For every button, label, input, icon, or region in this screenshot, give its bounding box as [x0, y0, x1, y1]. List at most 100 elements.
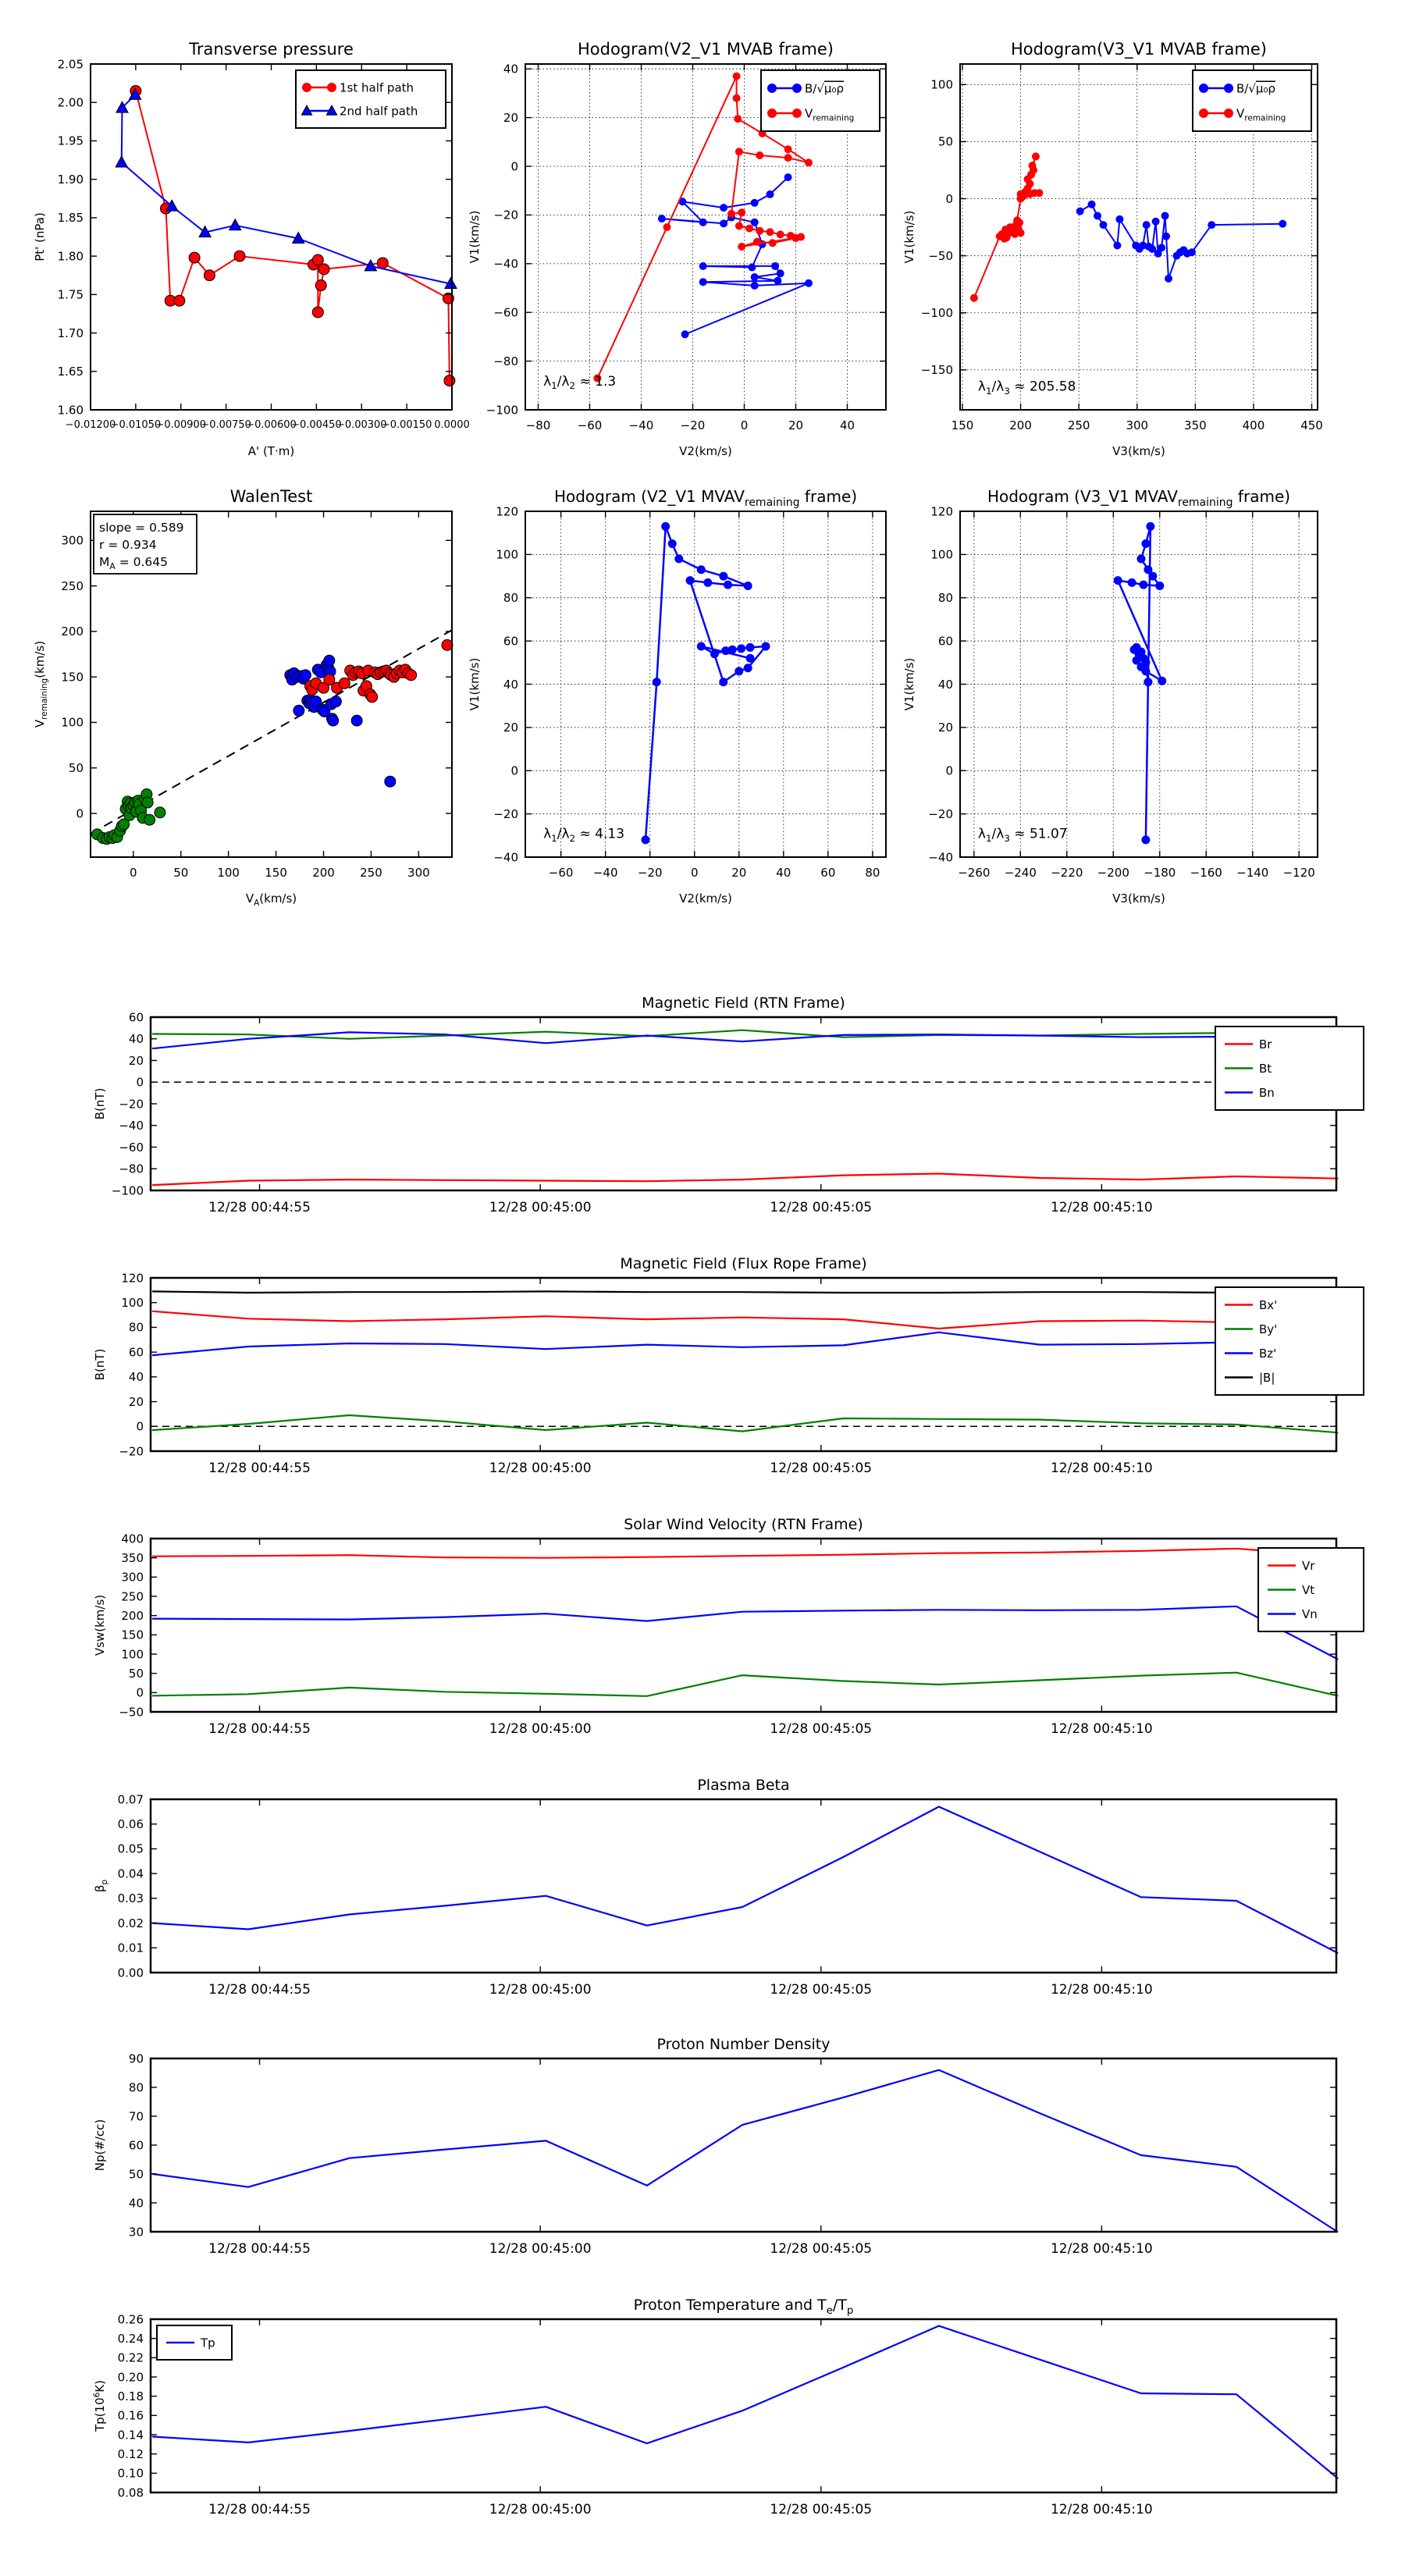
svg-text:−0.00150: −0.00150 — [382, 419, 432, 431]
svg-text:slope = 0.589: slope = 0.589 — [99, 521, 183, 535]
svg-text:150: 150 — [265, 866, 287, 880]
svg-text:Bz': Bz' — [1259, 1347, 1276, 1361]
svg-text:90: 90 — [129, 2051, 144, 2065]
svg-text:350: 350 — [1184, 418, 1207, 432]
svg-text:0.12: 0.12 — [118, 2447, 144, 2461]
svg-text:200: 200 — [312, 866, 335, 880]
svg-text:300: 300 — [407, 866, 430, 880]
svg-text:20: 20 — [731, 866, 746, 880]
svg-text:−0.00450: −0.00450 — [291, 419, 342, 431]
svg-text:400: 400 — [121, 1532, 144, 1546]
svg-text:B/√μ₀ρ: B/√μ₀ρ — [805, 82, 844, 96]
svg-text:−50: −50 — [928, 249, 953, 263]
svg-text:MA = 0.645: MA = 0.645 — [99, 555, 168, 571]
svg-text:βp: βp — [93, 1880, 109, 1893]
svg-text:50: 50 — [129, 1667, 144, 1681]
svg-text:−80: −80 — [493, 354, 518, 368]
svg-text:12/28 00:44:55: 12/28 00:44:55 — [208, 1461, 311, 1476]
svg-text:12/28 00:45:10: 12/28 00:45:10 — [1051, 2241, 1153, 2257]
svg-text:300: 300 — [61, 534, 84, 548]
svg-text:80: 80 — [129, 2080, 144, 2094]
svg-text:−20: −20 — [119, 1097, 144, 1111]
svg-text:20: 20 — [129, 1395, 144, 1409]
svg-text:0.18: 0.18 — [118, 2389, 144, 2403]
svg-text:−100: −100 — [486, 403, 518, 417]
svg-text:−20: −20 — [681, 418, 706, 432]
svg-text:20: 20 — [503, 720, 518, 735]
svg-text:100: 100 — [121, 1647, 144, 1661]
svg-text:0: 0 — [136, 1420, 144, 1434]
svg-text:60: 60 — [938, 634, 953, 648]
svg-text:250: 250 — [61, 579, 84, 593]
svg-text:Bx': Bx' — [1259, 1298, 1277, 1312]
svg-text:12/28 00:45:00: 12/28 00:45:00 — [489, 1982, 592, 1998]
svg-text:Proton Number Density: Proton Number Density — [657, 2036, 831, 2053]
svg-text:40: 40 — [129, 1032, 144, 1046]
svg-text:Plasma Beta: Plasma Beta — [697, 1777, 789, 1794]
svg-text:−150: −150 — [921, 363, 953, 377]
svg-text:λ1/λ2 ≈ 4.13: λ1/λ2 ≈ 4.13 — [543, 827, 624, 844]
svg-text:Bt: Bt — [1259, 1062, 1272, 1076]
svg-text:12/28 00:44:55: 12/28 00:44:55 — [208, 1200, 311, 1215]
svg-text:0: 0 — [945, 192, 953, 206]
svg-text:Vremaining(km/s): Vremaining(km/s) — [33, 641, 49, 728]
svg-text:0.03: 0.03 — [118, 1891, 144, 1905]
svg-text:60: 60 — [129, 1010, 144, 1024]
svg-text:Tp: Tp — [200, 2336, 215, 2350]
svg-text:12/28 00:45:05: 12/28 00:45:05 — [770, 2502, 872, 2517]
svg-text:−0.01050: −0.01050 — [111, 419, 162, 431]
svg-text:−40: −40 — [493, 257, 518, 271]
svg-text:200: 200 — [121, 1609, 144, 1623]
svg-text:0: 0 — [136, 1686, 144, 1700]
svg-text:12/28 00:45:00: 12/28 00:45:00 — [489, 1461, 592, 1476]
svg-text:Vremaining: Vremaining — [805, 107, 854, 123]
svg-text:40: 40 — [503, 678, 518, 692]
svg-text:−50: −50 — [119, 1705, 144, 1719]
svg-text:120: 120 — [930, 504, 953, 518]
svg-text:0: 0 — [741, 418, 749, 432]
svg-text:0.04: 0.04 — [118, 1866, 144, 1880]
svg-text:|B|: |B| — [1259, 1371, 1275, 1385]
svg-text:λ1/λ3 ≈ 205.58: λ1/λ3 ≈ 205.58 — [978, 379, 1076, 397]
svg-text:Magnetic Field (Flux Rope Fram: Magnetic Field (Flux Rope Frame) — [620, 1255, 866, 1272]
svg-text:120: 120 — [496, 504, 518, 518]
svg-text:12/28 00:44:55: 12/28 00:44:55 — [208, 1721, 311, 1737]
svg-text:20: 20 — [788, 418, 803, 432]
svg-text:By': By' — [1259, 1322, 1277, 1336]
svg-text:0: 0 — [510, 764, 518, 778]
svg-text:V1(km/s): V1(km/s) — [468, 211, 482, 264]
svg-text:150: 150 — [61, 670, 84, 684]
svg-text:0.0000: 0.0000 — [434, 419, 470, 431]
svg-text:0.07: 0.07 — [118, 1792, 144, 1806]
svg-text:2.05: 2.05 — [58, 57, 84, 71]
svg-text:0: 0 — [130, 866, 137, 880]
svg-text:12/28 00:45:05: 12/28 00:45:05 — [770, 2241, 872, 2257]
svg-text:−40: −40 — [629, 418, 654, 432]
svg-text:12/28 00:45:10: 12/28 00:45:10 — [1051, 1721, 1153, 1737]
svg-text:B(nT): B(nT) — [93, 1349, 107, 1381]
svg-text:0.16: 0.16 — [118, 2409, 144, 2423]
svg-text:120: 120 — [121, 1271, 144, 1285]
svg-text:1.60: 1.60 — [58, 403, 84, 417]
svg-text:50: 50 — [129, 2167, 144, 2181]
svg-text:12/28 00:45:05: 12/28 00:45:05 — [770, 1721, 872, 1737]
svg-text:20: 20 — [129, 1054, 144, 1068]
svg-text:12/28 00:45:00: 12/28 00:45:00 — [489, 1721, 592, 1737]
svg-text:0.20: 0.20 — [118, 2370, 144, 2384]
svg-text:0.10: 0.10 — [118, 2467, 144, 2481]
svg-text:0: 0 — [691, 866, 699, 880]
svg-text:40: 40 — [503, 62, 518, 76]
svg-text:0.22: 0.22 — [118, 2351, 144, 2365]
svg-text:Hodogram (V2_V1 MVAVremaining: Hodogram (V2_V1 MVAVremaining frame) — [554, 487, 857, 509]
svg-text:12/28 00:45:00: 12/28 00:45:00 — [489, 1200, 592, 1215]
svg-text:−0.00300: −0.00300 — [336, 419, 387, 431]
svg-text:−100: −100 — [921, 306, 953, 320]
svg-text:−180: −180 — [1144, 866, 1176, 880]
svg-text:0: 0 — [510, 159, 518, 173]
svg-text:30: 30 — [129, 2225, 144, 2239]
